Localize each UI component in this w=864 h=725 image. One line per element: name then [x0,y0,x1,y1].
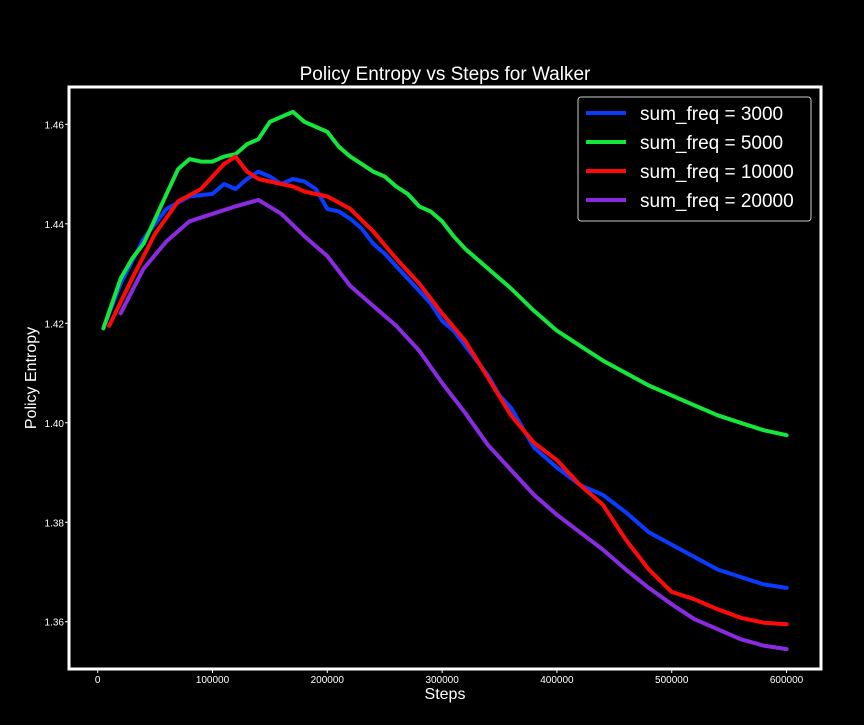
legend-label: sum_freq = 10000 [640,162,794,183]
legend-label: sum_freq = 20000 [640,191,794,212]
x-axis: 0 100000 200000 300000 400000 500000 600000 [95,669,804,686]
x-tick-label: 600000 [770,675,804,686]
series-line-4 [118,197,789,652]
x-tick-label: 300000 [425,675,459,686]
y-tick-label: 1.38 [45,518,65,529]
series-line-1 [101,169,789,590]
chart-title: Policy Entropy vs Steps for Walker [300,64,591,85]
y-tick-label: 1.42 [45,319,65,330]
x-tick-label: 400000 [540,675,574,686]
x-tick-label: 100000 [196,675,230,686]
y-tick-label: 1.40 [45,419,65,430]
y-axis: 1.36 1.38 1.40 1.42 1.44 1.46 [45,120,69,629]
x-axis-label: Steps [425,686,466,703]
y-tick-label: 1.46 [45,120,65,131]
legend-label: sum_freq = 3000 [640,104,783,125]
x-tick-label: 500000 [655,675,689,686]
legend-box [577,96,812,222]
legend: sum_freq = 3000 sum_freq = 5000 sum_freq =… [577,96,812,222]
y-tick-label: 1.44 [45,220,65,231]
legend-label: sum_freq = 5000 [640,133,783,154]
y-tick-label: 1.36 [45,618,65,629]
x-tick-label: 200000 [311,675,345,686]
x-tick-label: 0 [95,675,101,686]
series-line-2 [101,109,789,438]
series-layer [101,109,789,652]
y-axis-label: Policy Entropy [23,327,40,429]
series-line-3 [107,154,789,627]
